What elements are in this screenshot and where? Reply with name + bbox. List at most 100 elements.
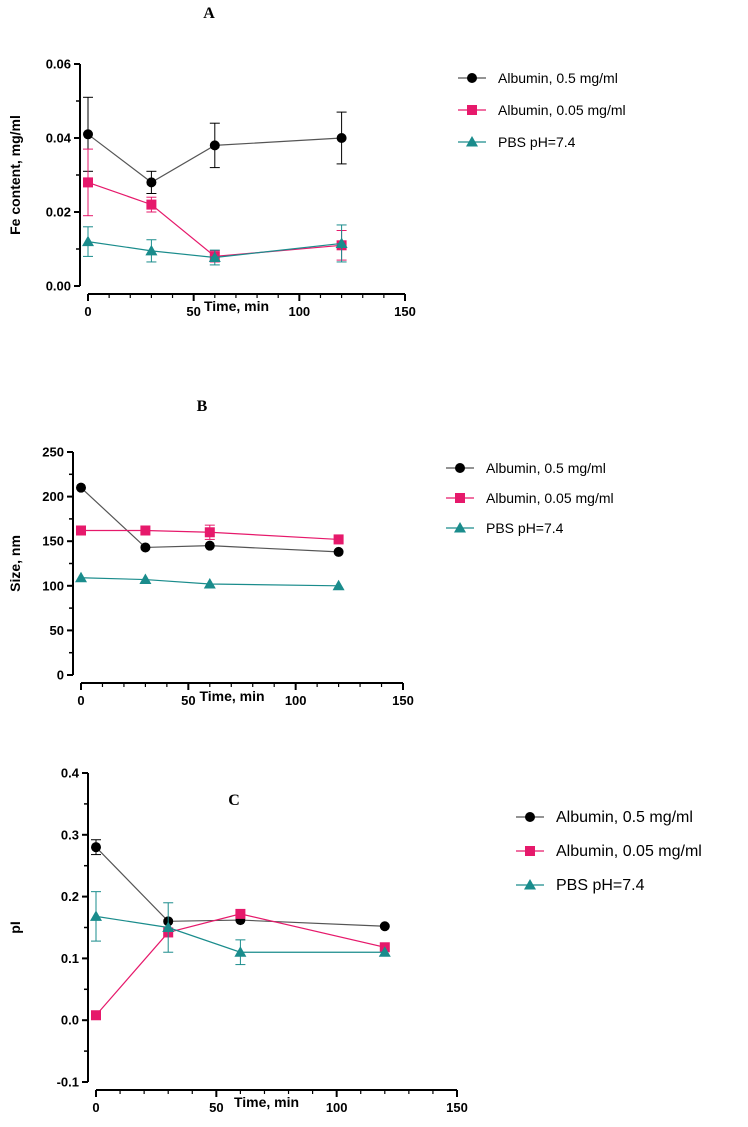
panel-a-y-tick-label: 0.04 xyxy=(46,131,72,146)
panel-c-legend-label: PBS pH=7.4 xyxy=(556,877,645,894)
panel-b-data-point xyxy=(140,542,151,553)
panel-a-data-point xyxy=(146,199,157,210)
panel-b-legend-item-2: Albumin, 0.05 mg/ml xyxy=(446,490,614,506)
panel-b-legend-label: Albumin, 0.5 mg/ml xyxy=(486,460,606,476)
panel-b-data-point xyxy=(140,525,151,536)
panel-a-data-point xyxy=(83,177,93,188)
panel-c-y-tick-label: 0.4 xyxy=(61,766,80,781)
panel-b-data-point xyxy=(76,525,86,536)
panel-b-x-tick-label: 100 xyxy=(285,693,307,708)
panel-c-letter: C xyxy=(228,792,240,809)
panel-b-x-tick-label: 150 xyxy=(392,693,414,708)
panel-b: B 0 50 100 150 200 250 0 50 100 150 Time, min Size, … xyxy=(7,398,614,708)
panel-a-legend-label: PBS pH=7.4 xyxy=(498,134,576,150)
panel-a-legend-label: Albumin, 0.05 mg/ml xyxy=(498,102,626,118)
panel-a-legend-label: Albumin, 0.5 mg/ml xyxy=(498,70,618,86)
panel-b-legend-marker xyxy=(455,463,465,473)
panel-b-legend-marker xyxy=(454,522,466,533)
panel-a-data-point xyxy=(209,140,220,151)
panel-b-legend-item-3: PBS pH=7.4 xyxy=(446,520,564,536)
panel-a-series-line xyxy=(87,241,342,259)
panel-b-y-tick-label: 50 xyxy=(50,623,64,638)
panel-c-data-point xyxy=(234,946,247,957)
panel-b-series-line xyxy=(80,487,339,553)
panel-c-data-point xyxy=(91,842,101,853)
panel-c-legend-item-3: PBS pH=7.4 xyxy=(516,877,645,894)
panel-c-data-point xyxy=(235,908,246,919)
panel-b-x-axis-title: Time, min xyxy=(199,688,264,704)
panel-c-x-tick-label: 100 xyxy=(326,1100,348,1115)
panel-a-data-point xyxy=(82,235,94,247)
panel-c: C -0.1 0.0 0.1 0.2 0.3 0.4 0 50 100 150 Time, min pI… xyxy=(7,766,702,1116)
panel-a-x-tick-label: 100 xyxy=(288,304,310,319)
panel-b-data-point xyxy=(333,546,344,557)
panel-b-x-tick-label: 0 xyxy=(77,693,84,708)
panel-c-series-line xyxy=(95,846,385,927)
panel-c-data-point xyxy=(162,921,175,932)
panel-a-y-tick-label: 0.02 xyxy=(46,205,71,220)
panel-a-x-tick-label: 50 xyxy=(186,304,200,319)
panel-c-data-point xyxy=(90,910,102,921)
panel-c-data-point xyxy=(91,1010,101,1021)
panel-a-data-point xyxy=(208,251,221,263)
panel-b-data-point xyxy=(75,571,87,583)
panel-a-series-3 xyxy=(82,224,348,266)
panel-b-legend-marker xyxy=(455,493,465,503)
panel-b-data-point xyxy=(139,573,152,585)
panel-a-legend-marker xyxy=(467,105,477,115)
panel-c-legend-item-1: Albumin, 0.5 mg/ml xyxy=(516,809,693,826)
panel-a-series-1 xyxy=(83,96,347,194)
panel-a-x-tick-label: 150 xyxy=(394,304,416,319)
panel-b-series-3 xyxy=(75,571,345,591)
panel-a-y-tick-label: 0.06 xyxy=(46,57,71,72)
panel-c-y-tick-label: 0.3 xyxy=(61,827,79,842)
panel-b-letter: B xyxy=(197,398,208,415)
panel-a-legend-marker xyxy=(467,73,477,83)
panel-a-y-tick-label: 0.00 xyxy=(46,279,71,294)
panel-a-x-axis-title: Time, min xyxy=(204,298,269,314)
panel-b-series-1 xyxy=(76,482,344,557)
panel-c-series-3 xyxy=(90,891,391,966)
panel-a-data-point xyxy=(83,129,93,140)
panel-c-legend-label: Albumin, 0.05 mg/ml xyxy=(556,843,702,860)
panel-b-data-point xyxy=(204,540,215,551)
panel-a-data-point xyxy=(336,133,347,143)
panel-b-y-tick-label: 0 xyxy=(57,668,64,683)
panel-b-y-tick-label: 200 xyxy=(42,489,64,504)
panel-b-data-point xyxy=(333,534,344,545)
panel-c-legend-marker xyxy=(525,846,535,856)
panel-b-data-point xyxy=(204,527,215,538)
panel-a-legend-item-2: Albumin, 0.05 mg/ml xyxy=(458,102,626,118)
panel-b-y-tick-label: 150 xyxy=(42,534,64,549)
panel-c-legend-marker xyxy=(524,879,536,890)
panel-b-series-line xyxy=(80,577,339,587)
panel-c-y-tick-label: 0.2 xyxy=(61,889,79,904)
panel-a-legend-item-3: PBS pH=7.4 xyxy=(458,134,576,150)
panel-b-data-point xyxy=(76,482,86,493)
panel-c-y-tick-label: 0.0 xyxy=(61,1013,79,1028)
panel-a-legend-item-1: Albumin, 0.5 mg/ml xyxy=(458,70,618,86)
panel-b-legend-label: PBS pH=7.4 xyxy=(486,520,564,536)
panel-c-x-tick-label: 0 xyxy=(92,1100,99,1115)
panel-a-legend-marker xyxy=(466,136,478,147)
panel-c-y-axis-title: pI xyxy=(7,921,23,933)
panel-a-x-tick-label: 0 xyxy=(84,304,91,319)
panel-b-y-axis-title: Size, nm xyxy=(7,535,23,592)
panel-a-data-point xyxy=(145,244,158,256)
panel-c-x-axis-title: Time, min xyxy=(234,1094,299,1110)
panel-a-letter: A xyxy=(203,5,215,22)
panel-a-data-point xyxy=(335,237,348,248)
panel-c-x-tick-label: 50 xyxy=(209,1100,223,1115)
panel-b-data-point xyxy=(203,578,216,589)
panel-a-series-line xyxy=(87,133,342,184)
panel-b-legend-label: Albumin, 0.05 mg/ml xyxy=(486,490,614,506)
panel-b-y-tick-label: 100 xyxy=(42,578,64,593)
panel-a-y-axis-title: Fe content, mg/ml xyxy=(7,115,23,235)
panel-c-series-line xyxy=(95,915,385,953)
panel-a-data-point xyxy=(146,177,157,188)
panel-c-legend-item-2: Albumin, 0.05 mg/ml xyxy=(516,843,702,860)
panel-b-x-tick-label: 50 xyxy=(181,693,195,708)
panel-c-data-point xyxy=(378,946,391,957)
